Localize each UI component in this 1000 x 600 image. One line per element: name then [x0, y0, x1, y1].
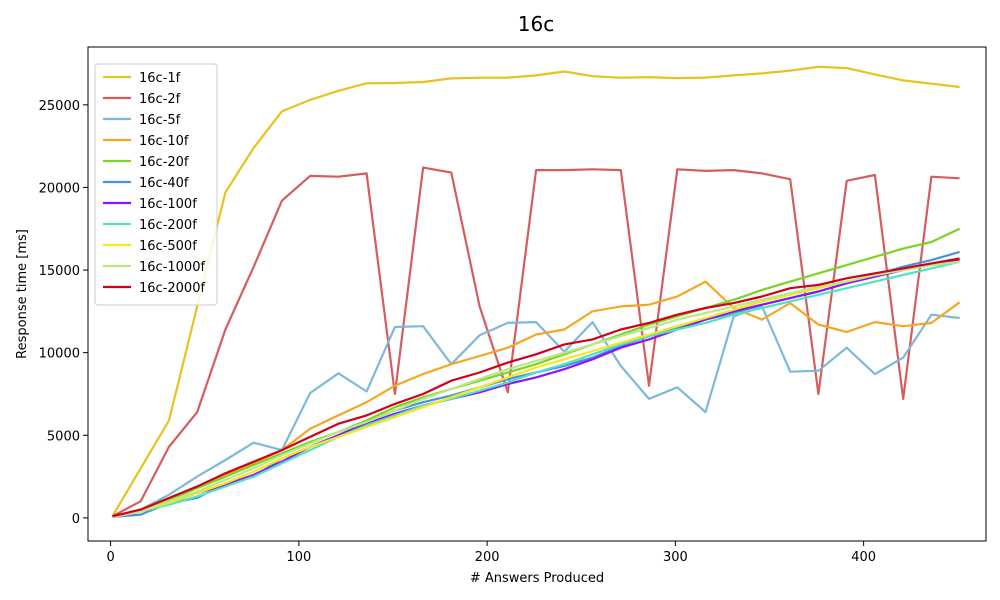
- series-line-8: [112, 260, 960, 519]
- y-tick-label-3: 15000: [39, 264, 80, 279]
- legend-entry-10: 16c-2000f: [139, 281, 205, 296]
- legend-entry-9: 16c-1000f: [139, 260, 205, 275]
- series-line-3: [112, 280, 961, 519]
- legend-entry-3: 16c-10f: [139, 134, 189, 149]
- x-tick-label-4: 400: [851, 550, 876, 565]
- x-axis-label: # Answers Produced: [470, 571, 604, 586]
- series-line-10: [112, 257, 960, 518]
- plot-frame: [87, 46, 987, 542]
- y-tick-label-2: 10000: [39, 347, 80, 362]
- y-tick-label-5: 25000: [39, 99, 80, 114]
- y-axis-label: Response time [ms]: [15, 229, 30, 359]
- series-line-4: [112, 227, 961, 519]
- y-tick-label-0: 0: [72, 512, 80, 527]
- series-line-9: [112, 260, 960, 519]
- plot-area: [111, 65, 961, 519]
- x-tick-label-0: 0: [106, 550, 114, 565]
- legend-entry-4: 16c-20f: [139, 155, 189, 170]
- series-line-1: [111, 166, 960, 518]
- legend-entry-7: 16c-200f: [139, 218, 197, 233]
- legend-entry-2: 16c-5f: [139, 113, 181, 128]
- y-tick-label-4: 20000: [39, 181, 80, 196]
- legend-entry-5: 16c-40f: [139, 176, 189, 191]
- legend: 16c-1f 16c-2f 16c-5f 16c-10f 16c-20f 16c-40f 1…: [94, 63, 218, 306]
- x-tick-label-1: 100: [286, 550, 311, 565]
- x-tick-label-3: 300: [663, 550, 688, 565]
- x-axis: 0 100 200 300 400: [106, 541, 876, 565]
- legend-entry-0: 16c-1f: [139, 71, 181, 86]
- series-line-7: [112, 260, 960, 519]
- legend-entry-8: 16c-500f: [139, 239, 197, 254]
- chart-title: 16c: [518, 12, 554, 36]
- series-line-0: [111, 65, 960, 517]
- y-tick-label-1: 5000: [47, 429, 80, 444]
- y-axis: 0 5000 10000 15000 20000 25000: [39, 99, 88, 527]
- legend-entry-6: 16c-100f: [139, 197, 197, 212]
- legend-entry-1: 16c-2f: [139, 92, 181, 107]
- series-line-2: [112, 305, 960, 519]
- series-line-6: [112, 259, 960, 519]
- x-tick-label-2: 200: [475, 550, 500, 565]
